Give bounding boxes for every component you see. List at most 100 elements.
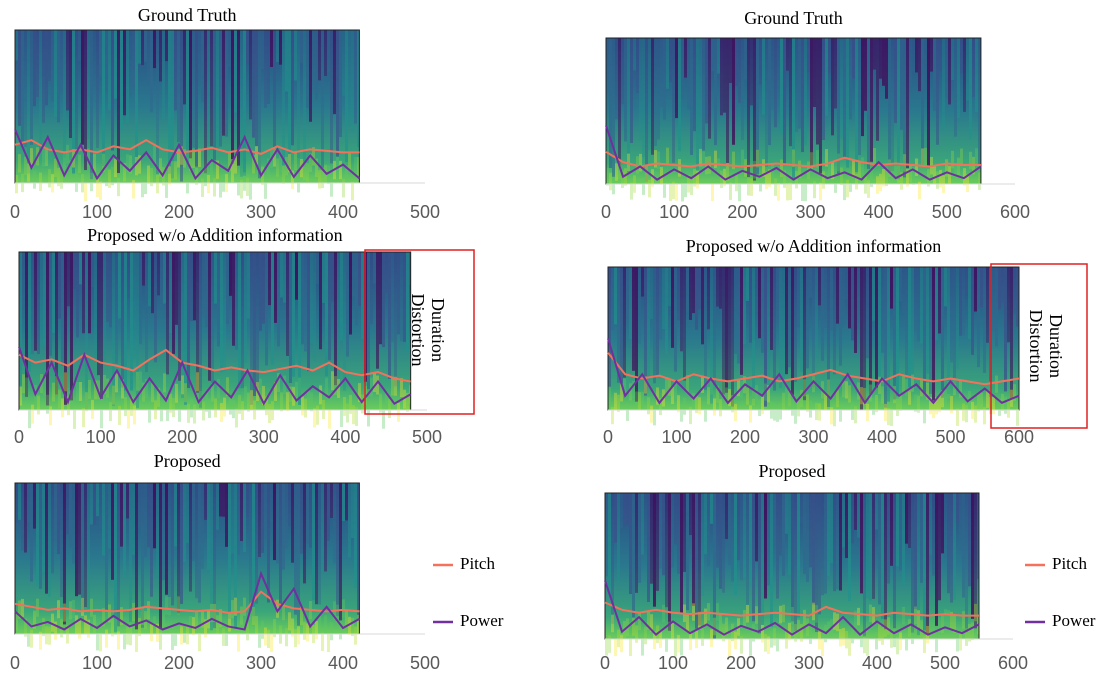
spectrogram-band xyxy=(90,30,93,180)
spectrogram-band xyxy=(648,179,651,198)
spectrogram-band xyxy=(85,392,88,412)
spectrogram-band xyxy=(147,483,150,548)
spectrogram-band xyxy=(962,403,965,421)
spectrogram-band xyxy=(90,172,93,192)
spectrogram-band xyxy=(21,483,24,551)
spectrogram-band xyxy=(869,604,872,623)
spectrogram-band xyxy=(162,609,165,628)
annotation-line: Distortion xyxy=(1026,309,1046,382)
x-tick-label: 100 xyxy=(659,202,689,222)
spectrogram-band xyxy=(684,179,687,198)
spectrogram-band xyxy=(624,38,627,142)
spectrogram-band xyxy=(644,493,647,545)
spectrogram-band xyxy=(756,38,759,175)
spectrogram-band xyxy=(686,267,689,312)
spectrogram-band xyxy=(178,402,181,422)
spectrogram-band xyxy=(794,406,797,424)
spectrogram-band xyxy=(316,252,319,284)
spectrogram-band xyxy=(633,38,636,71)
spectrogram-band xyxy=(803,493,806,574)
spectrogram-band xyxy=(777,183,780,201)
spectrogram-band xyxy=(630,38,633,143)
spectrogram-band xyxy=(249,181,252,200)
spectrogram-band xyxy=(180,30,183,182)
spectrogram-band xyxy=(782,267,785,379)
spectrogram-band xyxy=(924,38,927,90)
spectrogram-band xyxy=(69,30,72,139)
spectrogram-band xyxy=(960,148,963,167)
spectrogram-band xyxy=(974,603,977,622)
spectrogram-band xyxy=(846,38,849,168)
spectrogram-band xyxy=(614,493,617,543)
spectrogram-band xyxy=(824,393,827,411)
spectrogram-band xyxy=(914,394,917,412)
spectrogram-band xyxy=(689,267,692,320)
spectrogram-band xyxy=(43,376,46,396)
spectrogram-band xyxy=(645,164,648,183)
spectrogram-band xyxy=(127,252,130,299)
spectrogram-band xyxy=(138,618,141,637)
spectrogram-band xyxy=(773,628,776,646)
spectrogram-band xyxy=(660,167,663,185)
spectrogram-band xyxy=(968,493,971,587)
spectrogram-band xyxy=(129,155,132,174)
spectrogram-band xyxy=(120,30,123,129)
spectrogram-band xyxy=(25,377,28,397)
spectrogram-band xyxy=(788,493,791,575)
spectrogram-band xyxy=(959,632,962,651)
spectrogram-band xyxy=(717,158,720,177)
spectrogram-band xyxy=(966,38,969,101)
spectrogram-band xyxy=(250,252,253,405)
spectrogram-band xyxy=(900,172,903,190)
spectrogram-band xyxy=(255,616,258,635)
spectrogram-band xyxy=(788,267,791,368)
spectrogram-band xyxy=(234,30,237,113)
spectrogram-band xyxy=(740,493,743,581)
spectrogram-band xyxy=(732,151,735,170)
spectrogram-band xyxy=(1004,267,1007,392)
spectrogram-band xyxy=(638,612,641,631)
spectrogram-band xyxy=(174,483,177,547)
spectrogram-band xyxy=(1013,267,1016,314)
spectrogram-band xyxy=(342,179,345,198)
spectrogram-band xyxy=(791,398,794,416)
spectrogram-band xyxy=(836,267,839,324)
spectrogram-band xyxy=(213,30,216,160)
spectrogram-band xyxy=(24,30,27,148)
spectrogram-band xyxy=(822,38,825,140)
spectrogram-band xyxy=(57,167,60,187)
spectrogram-band xyxy=(280,252,283,298)
spectrogram-band xyxy=(195,483,198,599)
spectrogram-band xyxy=(30,148,33,167)
spectrogram-band xyxy=(165,179,168,198)
spectrogram-band xyxy=(336,604,339,623)
spectrogram-band xyxy=(249,611,252,630)
spectrogram-band xyxy=(288,30,291,167)
spectrogram-band xyxy=(187,403,190,423)
spectrogram-band xyxy=(770,267,773,350)
spectrogram-band xyxy=(139,371,142,391)
spectrogram-band xyxy=(683,493,686,572)
spectrogram-band xyxy=(376,375,379,395)
spectrogram-band xyxy=(809,400,812,418)
x-tick-label: 300 xyxy=(246,653,276,673)
x-tick-label: 0 xyxy=(603,427,613,447)
spectrogram-band xyxy=(102,30,105,167)
spectrogram-band xyxy=(713,493,716,639)
spectrogram-band xyxy=(73,409,76,429)
spectrogram-band xyxy=(611,407,614,425)
spectrogram-band xyxy=(117,177,120,197)
spectrogram-band xyxy=(813,38,816,108)
spectrogram-band xyxy=(953,493,956,600)
spectrogram-band xyxy=(184,252,187,405)
spectrogram-band xyxy=(788,622,791,641)
spectrogram-band xyxy=(109,252,112,328)
spectrogram-band xyxy=(106,378,109,398)
spectrogram-band xyxy=(815,493,818,633)
spectrogram-band xyxy=(315,621,318,640)
spectrogram-band xyxy=(276,158,279,177)
spectrogram-band xyxy=(902,267,905,314)
spectrogram-band xyxy=(681,183,684,202)
spectrogram-band xyxy=(213,483,216,629)
spectrogram-band xyxy=(786,38,789,71)
